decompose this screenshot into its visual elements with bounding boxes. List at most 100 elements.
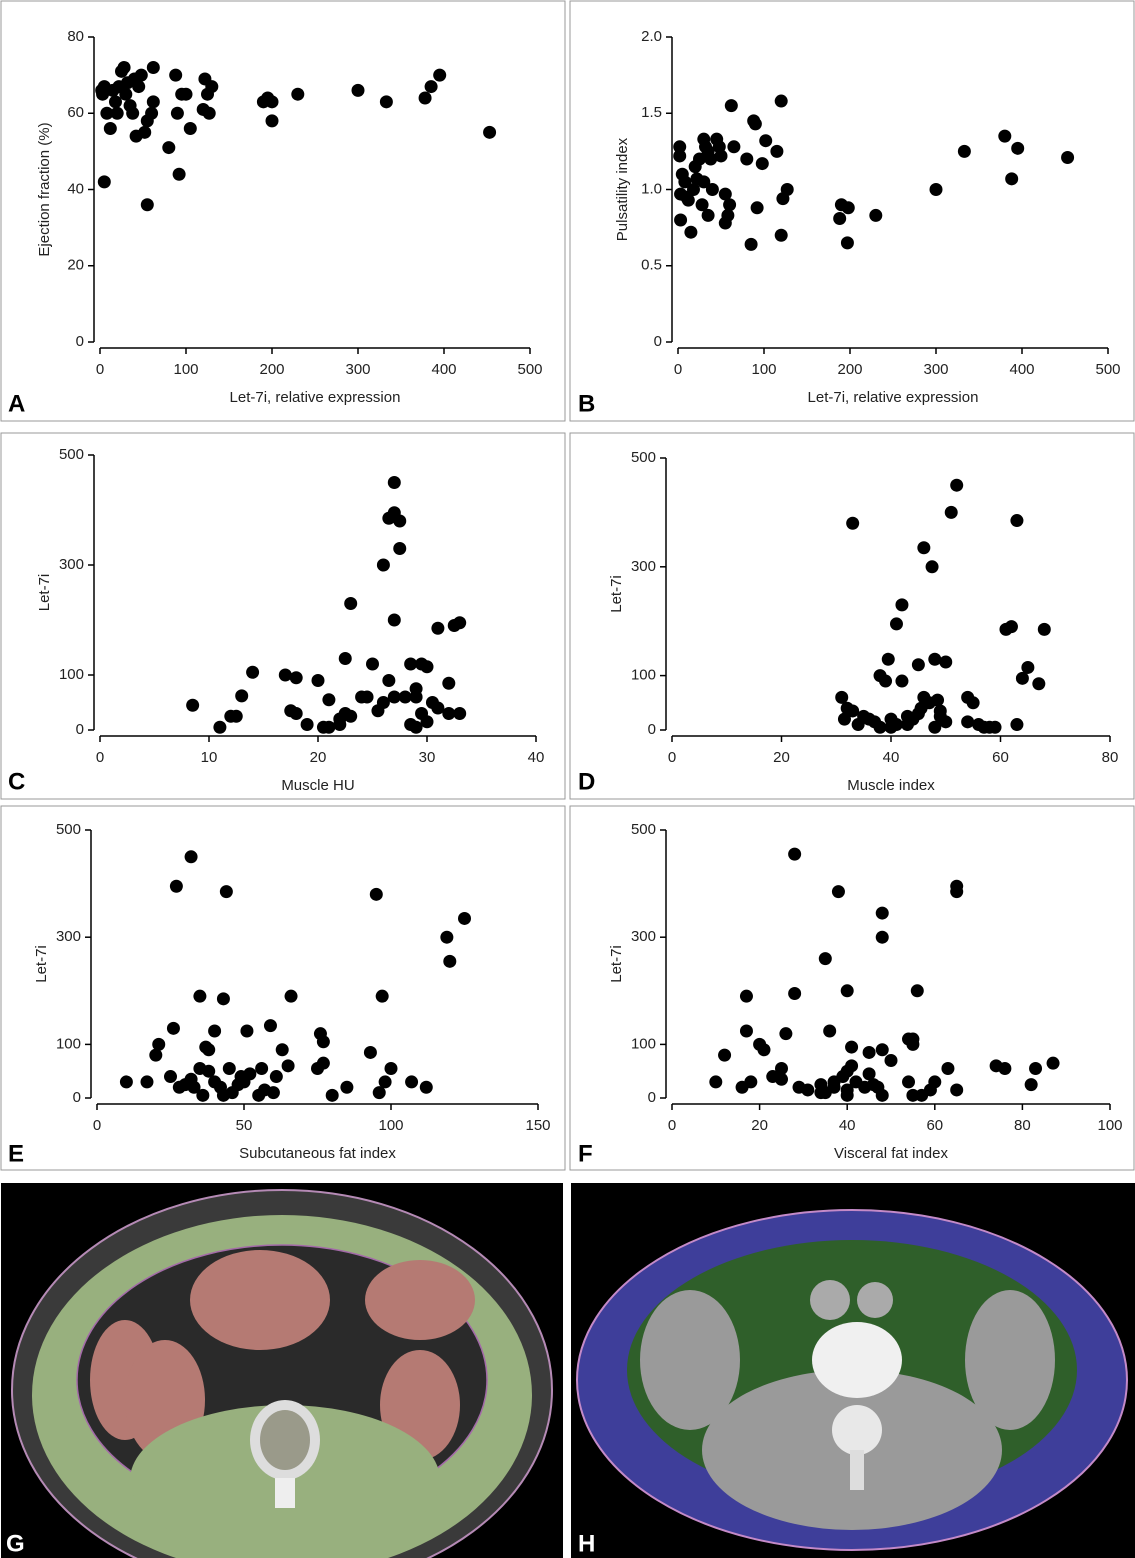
- y-axis-label: Ejection fraction (%): [36, 122, 53, 256]
- x-tick-label: 60: [926, 1117, 943, 1134]
- point: [895, 675, 908, 688]
- point: [301, 718, 314, 731]
- point: [890, 617, 903, 630]
- x-tick-label: 30: [419, 749, 436, 766]
- point: [723, 198, 736, 211]
- point: [140, 1075, 153, 1088]
- x-tick-label: 0: [96, 749, 104, 766]
- point: [317, 1035, 330, 1048]
- point: [240, 1025, 253, 1038]
- y-tick-label: 0: [76, 721, 84, 738]
- panel-label: B: [578, 390, 595, 417]
- y-tick-label: 0: [73, 1089, 81, 1106]
- x-tick-label: 20: [751, 1117, 768, 1134]
- point: [930, 183, 943, 196]
- x-axis-label: Muscle index: [847, 777, 935, 794]
- point: [440, 931, 453, 944]
- point: [111, 107, 124, 120]
- point: [828, 1081, 841, 1094]
- ct-image-h: [571, 1183, 1135, 1558]
- point: [876, 931, 889, 944]
- panel-label: C: [8, 768, 25, 795]
- y-axis-label: Pulsatility index: [614, 137, 631, 241]
- x-tick-label: 80: [1102, 749, 1119, 766]
- point: [167, 1022, 180, 1035]
- point: [926, 560, 939, 573]
- point: [1032, 677, 1045, 690]
- point: [120, 1075, 133, 1088]
- point: [756, 157, 769, 170]
- point: [939, 715, 952, 728]
- point: [876, 1089, 889, 1102]
- point: [833, 212, 846, 225]
- point: [290, 671, 303, 684]
- point: [385, 1062, 398, 1075]
- y-tick-label: 20: [67, 257, 84, 274]
- point: [264, 1019, 277, 1032]
- point: [876, 1043, 889, 1056]
- point: [382, 674, 395, 687]
- point: [819, 952, 832, 965]
- point: [326, 1089, 339, 1102]
- y-tick-label: 1.0: [641, 180, 662, 197]
- y-tick-label: 300: [56, 928, 81, 945]
- point: [950, 479, 963, 492]
- point: [846, 517, 859, 530]
- point: [317, 1057, 330, 1070]
- point: [945, 506, 958, 519]
- x-tick-label: 300: [345, 361, 370, 378]
- x-axis-label: Visceral fat index: [834, 1145, 948, 1162]
- point: [775, 1062, 788, 1075]
- x-tick-label: 0: [96, 361, 104, 378]
- point: [885, 1054, 898, 1067]
- point: [863, 1046, 876, 1059]
- point: [832, 885, 845, 898]
- point: [109, 95, 122, 108]
- y-tick-label: 100: [631, 667, 656, 684]
- y-tick-label: 80: [67, 28, 84, 45]
- y-tick-label: 500: [631, 821, 656, 838]
- point: [967, 696, 980, 709]
- point: [1021, 661, 1034, 674]
- point: [845, 1059, 858, 1072]
- point: [185, 850, 198, 863]
- point: [998, 1062, 1011, 1075]
- point: [135, 69, 148, 82]
- point: [879, 675, 892, 688]
- point: [243, 1067, 256, 1080]
- point: [749, 117, 762, 130]
- point: [380, 95, 393, 108]
- point: [841, 1089, 854, 1102]
- point: [740, 153, 753, 166]
- point: [425, 80, 438, 93]
- point: [757, 1043, 770, 1056]
- point: [788, 848, 801, 861]
- point: [998, 130, 1011, 143]
- point: [1010, 514, 1023, 527]
- x-tick-label: 100: [1097, 1117, 1122, 1134]
- y-tick-label: 500: [56, 821, 81, 838]
- point: [410, 682, 423, 695]
- point: [208, 1025, 221, 1038]
- point: [255, 1062, 268, 1075]
- point: [1005, 172, 1018, 185]
- point: [740, 990, 753, 1003]
- point: [322, 721, 335, 734]
- point: [344, 597, 357, 610]
- x-tick-label: 20: [773, 749, 790, 766]
- panel-label: A: [8, 390, 25, 417]
- point: [203, 107, 216, 120]
- y-tick-label: 0.5: [641, 257, 662, 274]
- x-tick-label: 500: [517, 361, 542, 378]
- point: [442, 677, 455, 690]
- point: [674, 214, 687, 227]
- point: [1061, 151, 1074, 164]
- panel-frame: [1, 806, 565, 1170]
- x-axis-label: Let-7i, relative expression: [808, 389, 979, 406]
- point: [184, 122, 197, 135]
- point: [282, 1059, 295, 1072]
- point: [917, 541, 930, 554]
- point: [950, 1083, 963, 1096]
- point: [246, 666, 259, 679]
- point: [312, 674, 325, 687]
